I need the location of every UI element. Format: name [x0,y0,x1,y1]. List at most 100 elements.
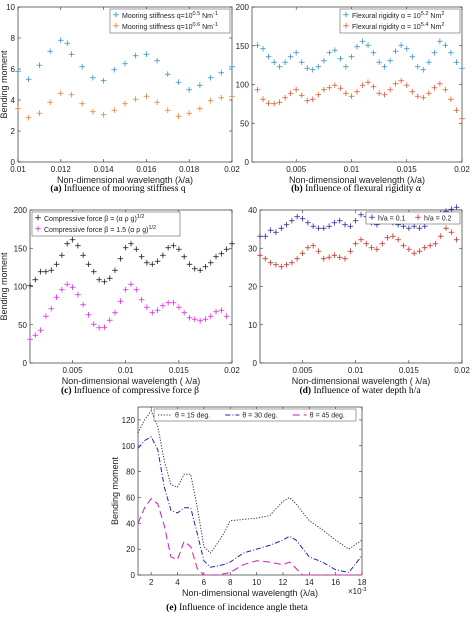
data-point: + [364,78,372,88]
data-point: + [132,52,140,62]
x-tick-label: 0.005 [286,165,307,174]
data-point: + [95,275,103,285]
data-point: + [276,62,284,72]
data-point: + [315,90,323,100]
y-axis-label: Bending moment [0,252,9,321]
series-e-0 [137,409,363,554]
data-point: + [293,255,301,265]
data-point: + [90,320,98,330]
data-point: + [63,39,71,49]
data-point: + [403,81,411,91]
data-point: + [218,69,226,79]
data-point: + [57,36,65,46]
data-point: + [320,56,328,66]
x-tick-label: 0.01 [348,366,364,375]
data-point: + [101,278,109,288]
x-tick-label: 16 [331,578,340,587]
series-a-0: +++++++++ ++++ +++++ ++ ++ [14,36,236,96]
data-point: + [283,220,291,230]
data-point: + [90,268,98,278]
data-point: + [164,298,172,308]
data-point: + [353,42,361,52]
data-point: + [138,295,146,305]
data-point: + [336,253,344,263]
data-point: + [277,262,285,272]
series-a-1: ++ +++ +++ + ++ + ++++ + ++ + + [14,89,236,124]
data-point: + [408,52,416,62]
data-point: + [63,239,71,249]
data-point: + [37,326,45,336]
figure-caption: (a) Influence of mooring stiffness q [50,183,185,194]
series-b-0: ++++++++++++++++++++++++++++++++++++++ [254,37,466,76]
data-point: + [283,260,291,270]
legend-label: Mooring stiffness q=100.6 Nm-1 [122,22,218,31]
data-point: + [442,224,450,234]
data-point: + [331,218,339,228]
data-point: + [154,306,162,316]
x-tick-label: 0.014 [94,165,115,174]
x-tick-label: 18 [358,578,367,587]
data-point: + [298,58,306,68]
data-point: + [265,52,273,62]
data-point: + [287,89,295,99]
data-point: + [69,283,77,293]
x-tick-label: 0.018 [179,165,200,174]
data-point: + [185,109,193,119]
y-tick-label: 10 [6,3,15,12]
series-c-0: +++++++++++++++++++++++++++++++++++++++ [26,236,236,292]
y-tick-label: 0 [11,158,16,167]
chart-a: 0.01 0.012 0.014 0.016 0.018 0.02 0 2 4 6 8 10 Non-d… [0,3,240,194]
data-point: + [153,56,161,66]
data-point: + [262,255,270,265]
x-tick-label: 14 [305,578,314,587]
data-point: + [57,89,65,99]
data-point: + [265,99,273,109]
data-point: + [207,73,215,83]
data-point: + [442,41,450,51]
data-point: + [397,76,405,86]
data-point: + [436,37,444,47]
data-point: + [254,86,262,96]
data-point: + [122,243,130,253]
data-point: + [272,228,280,238]
data-point: + [267,259,275,269]
data-point: + [122,285,130,295]
x-tick-label: 0.02 [224,366,240,375]
legend-b: + Flexural rigidity α = 105.2 Nm2+ Flexura… [339,8,461,34]
x-tick-label: 0.01 [10,165,26,174]
data-point: + [320,86,328,96]
data-point: + [420,93,428,103]
y-tick-label: 20 [126,545,135,554]
data-point: + [127,239,135,249]
data-point: + [170,242,178,252]
y-tick-label: 40 [248,206,257,215]
data-point: + [288,216,296,226]
data-point: + [32,331,40,341]
data-point: + [425,89,433,99]
data-point: + [106,274,114,284]
data-point: + [191,315,199,325]
y-tick-label: 200 [14,206,28,215]
data-point: + [223,245,231,255]
data-point: + [370,83,378,93]
data-point: + [287,52,295,62]
data-point: + [196,104,204,114]
y-tick-label: 50 [240,119,249,128]
data-point: + [143,259,151,269]
data-point: + [359,37,367,47]
y-tick-label: 100 [14,283,28,292]
data-point: + [95,324,103,334]
y-axis-label: Bending moment [110,456,120,525]
data-point: + [218,93,226,103]
y-tick-label: 40 [126,519,135,528]
legend-e: θ = 15 deg. θ = 30 deg. θ = 45 deg. [153,408,357,422]
data-point: + [392,80,400,90]
data-point: + [293,213,301,223]
data-point: + [437,232,445,242]
data-point: + [170,298,178,308]
data-point: + [254,41,262,51]
data-point: + [207,259,215,269]
series-line [137,498,362,576]
legend-swatch: + [34,225,42,235]
